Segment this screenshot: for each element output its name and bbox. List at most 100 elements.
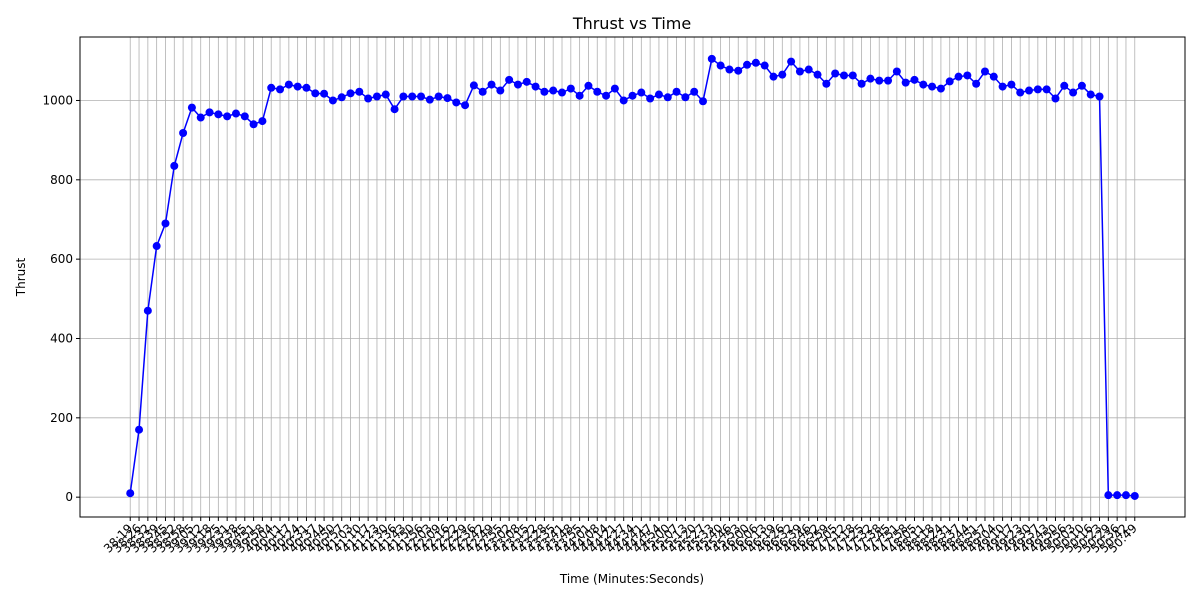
marker bbox=[143, 306, 152, 315]
marker bbox=[1104, 491, 1113, 500]
marker bbox=[998, 82, 1007, 91]
y-tick-label: 200 bbox=[50, 411, 73, 425]
marker bbox=[408, 92, 417, 101]
marker bbox=[161, 219, 170, 228]
y-tick-label: 400 bbox=[50, 331, 73, 345]
marker bbox=[549, 86, 558, 95]
marker bbox=[795, 67, 804, 76]
marker bbox=[126, 489, 135, 498]
marker bbox=[531, 82, 540, 91]
marker bbox=[558, 88, 567, 97]
marker bbox=[980, 67, 989, 76]
marker bbox=[884, 76, 893, 85]
marker bbox=[593, 87, 602, 96]
marker bbox=[1033, 85, 1042, 94]
marker bbox=[522, 77, 531, 86]
marker bbox=[989, 72, 998, 81]
marker bbox=[284, 80, 293, 89]
marker bbox=[760, 61, 769, 70]
marker bbox=[1051, 94, 1060, 103]
marker bbox=[469, 81, 478, 90]
marker bbox=[337, 93, 346, 102]
marker bbox=[892, 67, 901, 76]
marker bbox=[346, 89, 355, 98]
marker bbox=[302, 83, 311, 92]
marker bbox=[1130, 491, 1139, 500]
marker bbox=[787, 57, 796, 66]
marker bbox=[672, 87, 681, 96]
marker bbox=[804, 65, 813, 74]
marker bbox=[751, 58, 760, 67]
chart-title: Thrust vs Time bbox=[572, 14, 691, 33]
marker bbox=[223, 112, 232, 121]
marker bbox=[328, 96, 337, 105]
marker bbox=[205, 108, 214, 117]
marker bbox=[584, 81, 593, 90]
marker bbox=[945, 77, 954, 86]
marker bbox=[417, 92, 426, 101]
x-axis-label: Time (Minutes:Seconds) bbox=[559, 572, 704, 586]
marker bbox=[936, 84, 945, 93]
marker bbox=[725, 65, 734, 74]
marker bbox=[135, 425, 144, 434]
marker bbox=[628, 91, 637, 100]
marker bbox=[1086, 90, 1095, 99]
marker bbox=[963, 71, 972, 80]
marker bbox=[311, 89, 320, 98]
marker bbox=[381, 90, 390, 99]
y-tick-label: 800 bbox=[50, 173, 73, 187]
marker bbox=[663, 93, 672, 102]
marker bbox=[170, 161, 179, 170]
marker bbox=[619, 96, 628, 105]
marker bbox=[848, 71, 857, 80]
marker bbox=[778, 70, 787, 79]
marker bbox=[258, 117, 267, 126]
marker bbox=[822, 79, 831, 88]
y-tick-label: 1000 bbox=[42, 93, 73, 107]
marker bbox=[646, 94, 655, 103]
marker bbox=[610, 84, 619, 93]
marker bbox=[1077, 81, 1086, 90]
marker bbox=[267, 83, 276, 92]
marker bbox=[390, 105, 399, 114]
marker bbox=[910, 75, 919, 84]
y-tick-label: 600 bbox=[50, 252, 73, 266]
marker bbox=[214, 110, 223, 119]
marker bbox=[839, 71, 848, 80]
marker bbox=[231, 109, 240, 118]
marker bbox=[452, 98, 461, 107]
marker bbox=[179, 129, 188, 137]
marker bbox=[1042, 85, 1051, 94]
marker bbox=[566, 84, 575, 93]
marker bbox=[602, 91, 611, 100]
marker bbox=[919, 80, 928, 89]
marker bbox=[743, 60, 752, 69]
marker bbox=[813, 70, 822, 79]
marker bbox=[734, 66, 743, 75]
marker bbox=[293, 82, 302, 91]
marker bbox=[276, 85, 285, 94]
marker bbox=[654, 90, 663, 99]
marker bbox=[1121, 491, 1130, 500]
marker bbox=[769, 72, 778, 81]
marker bbox=[152, 242, 161, 251]
marker bbox=[540, 87, 549, 96]
marker bbox=[496, 86, 505, 95]
marker bbox=[372, 92, 381, 101]
marker bbox=[478, 87, 487, 96]
marker bbox=[196, 113, 205, 122]
marker bbox=[187, 103, 196, 112]
marker bbox=[1016, 88, 1025, 97]
marker bbox=[1069, 88, 1078, 97]
marker bbox=[364, 94, 373, 103]
marker bbox=[461, 101, 470, 110]
marker bbox=[425, 95, 434, 104]
marker bbox=[928, 82, 937, 91]
marker bbox=[831, 69, 840, 78]
marker bbox=[1113, 491, 1122, 500]
marker bbox=[690, 87, 699, 96]
marker bbox=[1095, 92, 1104, 101]
marker bbox=[505, 75, 514, 84]
marker bbox=[487, 80, 496, 89]
